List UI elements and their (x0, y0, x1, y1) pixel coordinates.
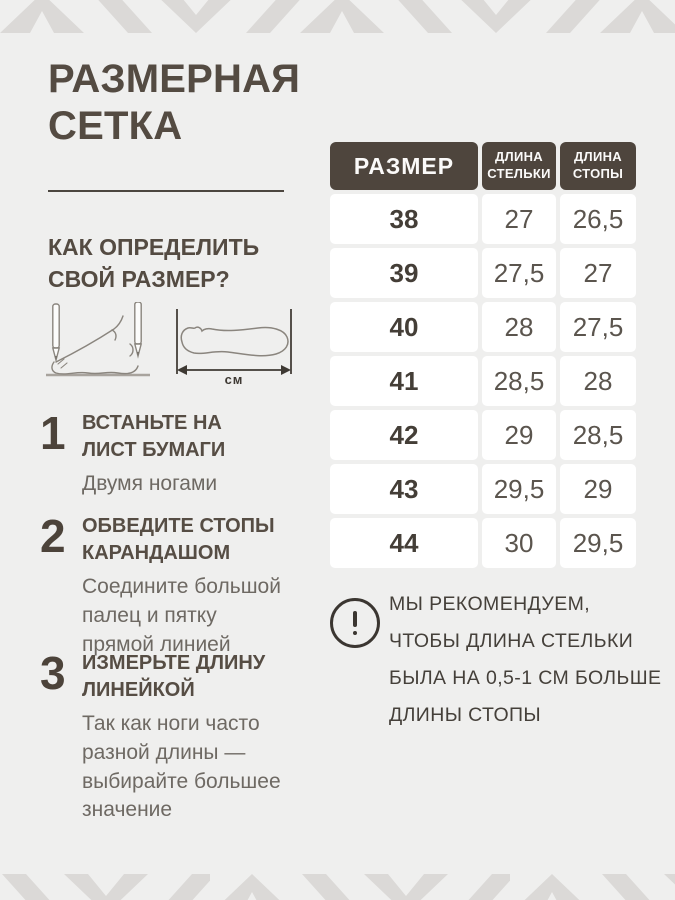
step-body-line: значение (82, 798, 173, 822)
step-item-2: 2 ОБВЕДИТЕ СТОПЫ КАРАНДАШОМ Соедините бо… (40, 513, 310, 659)
note-line: МЫ РЕКОМЕНДУЕМ, (389, 593, 591, 615)
step-body-line: Соедините большой (82, 575, 281, 599)
size-cell: 38 (330, 194, 478, 244)
step-item-3: 3 ИЗМЕРЬТЕ ДЛИНУ ЛИНЕЙКОЙ Так как ноги ч… (40, 650, 310, 825)
foot-cell: 29,5 (560, 518, 636, 568)
cm-label: см (224, 372, 244, 387)
step-heading: ИЗМЕРЬТЕ ДЛИНУ ЛИНЕЙКОЙ (82, 650, 310, 703)
exclamation-dot (352, 630, 358, 636)
title-underline (48, 190, 284, 192)
note-line: ДЛИНЫ СТОПЫ (389, 704, 542, 726)
table-header-foot: ДЛИНА СТОПЫ (560, 142, 636, 190)
step-heading-line: ОБВЕДИТЕ СТОПЫ (82, 515, 275, 537)
step-heading-line: ВСТАНЬТЕ НА (82, 412, 222, 434)
step-description: Двумя ногами (82, 470, 310, 499)
exclamation-icon (330, 598, 380, 648)
step-heading: ВСТАНЬТЕ НА ЛИСТ БУМАГИ (82, 410, 310, 463)
foot-measure-illustration (176, 309, 292, 375)
size-cell: 39 (330, 248, 478, 298)
table-header-line: ДЛИНА (494, 149, 543, 165)
how-to-heading-line1: КАК ОПРЕДЕЛИТЬ (48, 234, 260, 260)
table-header-insole: ДЛИНА СТЕЛЬКИ (482, 142, 556, 190)
foot-trace-illustration (46, 302, 150, 377)
foot-cell: 27 (560, 248, 636, 298)
step-number: 2 (40, 510, 66, 562)
insole-cell: 27 (482, 194, 556, 244)
size-cell: 42 (330, 410, 478, 460)
foot-cell: 29 (560, 464, 636, 514)
insole-cell: 28,5 (482, 356, 556, 406)
tread-pattern-bottom (0, 874, 675, 900)
size-cell: 40 (330, 302, 478, 352)
table-header-line: СТОПЫ (572, 166, 624, 181)
tread-pattern-top (0, 0, 675, 34)
note-line: БЫЛА НА 0,5-1 СМ БОЛЬШЕ (389, 667, 662, 689)
insole-cell: 29,5 (482, 464, 556, 514)
how-to-heading-line2: СВОЙ РАЗМЕР? (48, 265, 230, 292)
step-heading-line: ЛИСТ БУМАГИ (82, 438, 226, 461)
page-title-line2: СЕТКА (48, 103, 183, 148)
foot-cell: 27,5 (560, 302, 636, 352)
page-title: РАЗМЕРНАЯ СЕТКА (48, 56, 300, 150)
table-header-size: РАЗМЕР (330, 142, 478, 190)
how-to-heading: КАК ОПРЕДЕЛИТЬ СВОЙ РАЗМЕР? (48, 232, 259, 295)
foot-cell: 26,5 (560, 194, 636, 244)
insole-cell: 27,5 (482, 248, 556, 298)
page-title-line1: РАЗМЕРНАЯ (48, 57, 301, 101)
step-item-1: 1 ВСТАНЬТЕ НА ЛИСТ БУМАГИ Двумя ногами (40, 410, 310, 499)
size-table: РАЗМЕР ДЛИНА СТЕЛЬКИ ДЛИНА СТОПЫ 38 27 2… (330, 142, 636, 568)
insole-cell: 28 (482, 302, 556, 352)
size-cell: 43 (330, 464, 478, 514)
step-heading-line: КАРАНДАШОМ (82, 541, 231, 564)
step-description: Так как ноги часто разной длины — выбира… (82, 710, 310, 825)
exclamation-bar (353, 610, 357, 627)
size-cell: 44 (330, 518, 478, 568)
step-number: 1 (40, 407, 66, 459)
step-heading: ОБВЕДИТЕ СТОПЫ КАРАНДАШОМ (82, 513, 310, 566)
note-line: ЧТОБЫ ДЛИНА СТЕЛЬКИ (389, 630, 634, 652)
step-body-line: Двумя ногами (82, 472, 218, 496)
recommendation-note: МЫ РЕКОМЕНДУЕМ, ЧТОБЫ ДЛИНА СТЕЛЬКИ БЫЛА… (389, 586, 669, 734)
step-body-line: разной длины — (82, 740, 246, 764)
step-heading-line: ИЗМЕРЬТЕ ДЛИНУ (82, 652, 266, 674)
step-body-line: прямой линией (82, 632, 231, 656)
size-cell: 41 (330, 356, 478, 406)
foot-cell: 28,5 (560, 410, 636, 460)
step-heading-line: ЛИНЕЙКОЙ (82, 678, 195, 701)
step-body-line: палец и пятку (82, 603, 217, 627)
step-description: Соедините большой палец и пятку прямой л… (82, 573, 310, 659)
insole-cell: 30 (482, 518, 556, 568)
step-body-line: Так как ноги часто (82, 712, 260, 736)
foot-cell: 28 (560, 356, 636, 406)
table-header-line: ДЛИНА (573, 149, 622, 165)
step-body-line: выбирайте большее (82, 769, 281, 793)
insole-cell: 29 (482, 410, 556, 460)
step-number: 3 (40, 647, 66, 699)
table-header-line: СТЕЛЬКИ (487, 166, 551, 181)
